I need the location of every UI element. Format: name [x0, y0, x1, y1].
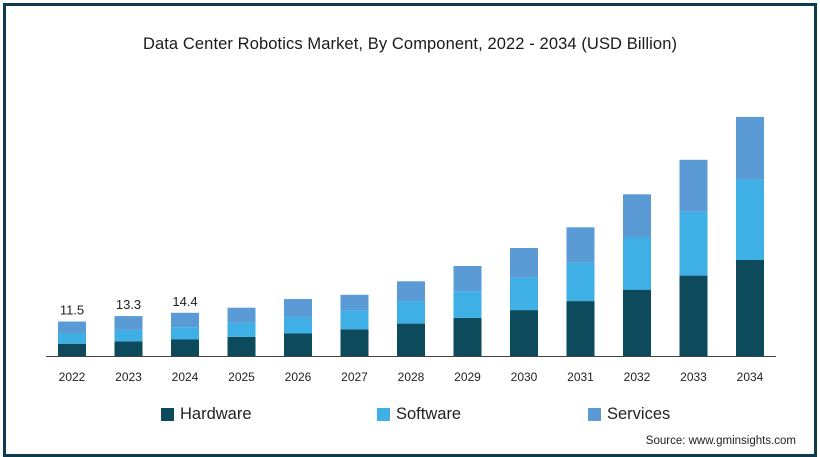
source-note: Source: www.gminsights.com [645, 435, 796, 447]
legend-swatch-services [588, 407, 601, 421]
legend-swatch-hardware [161, 407, 174, 421]
x-tick-label-2026: 2026 [285, 370, 312, 384]
bar-services-2030 [510, 248, 538, 278]
x-tick-label-2028: 2028 [398, 370, 425, 384]
legend-label-services: Services [607, 404, 671, 423]
legend-item-services: Services [588, 404, 670, 424]
x-tick-label-2031: 2031 [567, 370, 594, 384]
bar-software-2030 [510, 277, 538, 311]
x-tick-label-2024: 2024 [172, 370, 199, 384]
data-label-2023: 13.3 [116, 297, 141, 312]
bar-software-2026 [284, 317, 312, 334]
bar-software-2031 [566, 262, 595, 302]
bar-hardware-2023 [114, 341, 143, 356]
bar-software-2022 [58, 333, 86, 344]
bar-services-2027 [340, 294, 369, 311]
bar-services-2026 [284, 299, 312, 318]
x-tick-label-2023: 2023 [115, 370, 142, 384]
x-tick-label-2027: 2027 [341, 370, 368, 384]
bar-software-2028 [397, 301, 425, 324]
bar-software-2029 [453, 291, 482, 318]
x-tick-label-2029: 2029 [454, 370, 481, 384]
bar-hardware-2031 [566, 301, 595, 356]
legend-label-hardware: Hardware [180, 404, 252, 423]
bar-services-2034 [736, 116, 764, 180]
x-tick-label-2030: 2030 [511, 370, 538, 384]
bar-services-2024 [171, 312, 199, 328]
bar-services-2029 [453, 266, 482, 292]
bar-services-2033 [679, 159, 708, 212]
x-tick-label-2033: 2033 [680, 370, 707, 384]
bar-software-2025 [227, 322, 256, 337]
bar-software-2032 [623, 237, 651, 290]
bar-hardware-2022 [58, 343, 86, 356]
bar-software-2023 [114, 329, 143, 342]
bar-hardware-2032 [623, 289, 651, 356]
bar-hardware-2024 [171, 339, 199, 356]
bar-hardware-2027 [340, 329, 369, 356]
x-tick-label-2032: 2032 [624, 370, 651, 384]
bar-services-2025 [227, 307, 256, 323]
bar-services-2032 [623, 194, 651, 238]
bar-hardware-2034 [736, 260, 764, 356]
bar-services-2023 [114, 316, 143, 330]
chart-title: Data Center Robotics Market, By Componen… [142, 35, 678, 53]
data-label-2024: 14.4 [172, 294, 197, 309]
bar-software-2033 [679, 211, 708, 276]
legend-label-software: Software [396, 404, 462, 423]
bar-software-2027 [340, 310, 369, 330]
x-tick-label-2025: 2025 [228, 370, 255, 384]
bar-software-2034 [736, 179, 764, 260]
bar-services-2031 [566, 227, 595, 263]
bar-hardware-2033 [679, 275, 708, 356]
bar-software-2024 [171, 327, 199, 340]
legend-item-hardware: Hardware [161, 404, 252, 424]
bar-hardware-2028 [397, 323, 425, 356]
legend-swatch-software [377, 407, 390, 421]
chart-frame: Data Center Robotics Market, By Componen… [3, 3, 817, 457]
chart-plot: 2022 11.5 2023 13.3 2024 14.4 2025 2026 2027 2028… [46, 116, 776, 384]
bar-services-2028 [397, 281, 425, 302]
x-tick-label-2034: 2034 [737, 370, 764, 384]
bar-services-2022 [58, 321, 86, 334]
legend-item-software: Software [377, 404, 461, 424]
bar-hardware-2025 [227, 336, 256, 356]
x-tick-label-2022: 2022 [59, 370, 86, 384]
bar-hardware-2030 [510, 310, 538, 356]
bar-hardware-2026 [284, 333, 312, 356]
data-label-2022: 11.5 [60, 303, 84, 318]
bar-hardware-2029 [453, 317, 482, 356]
